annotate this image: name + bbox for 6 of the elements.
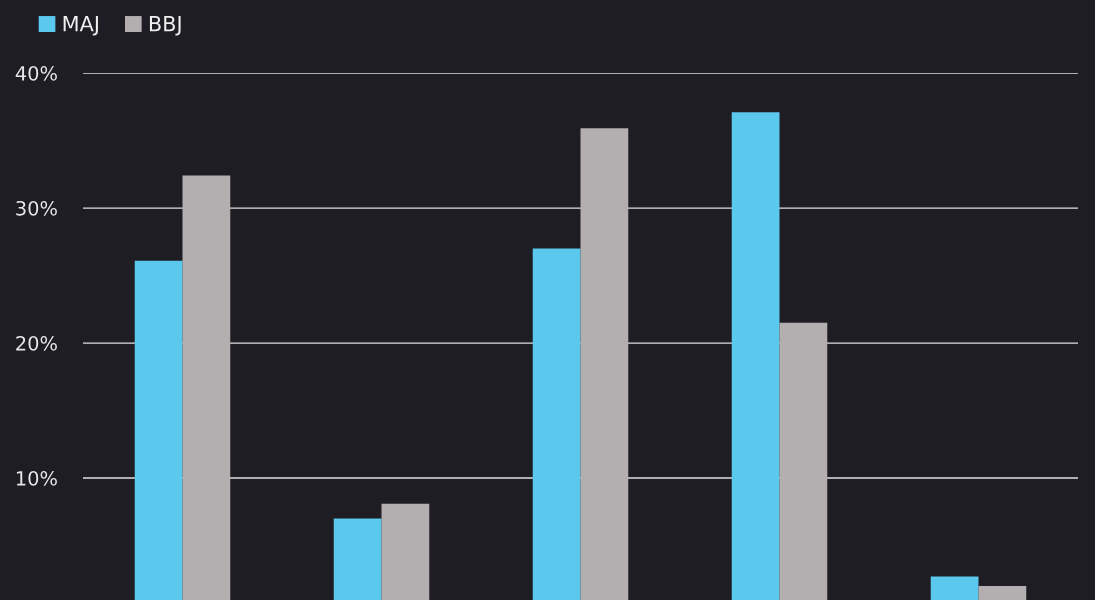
y-tick-label: 40% [15,65,57,81]
legend-label: BBJ [149,16,181,36]
legend-label: MAJ [63,16,98,36]
y-tick-label: 10% [16,470,57,486]
y-tick-label: 20% [16,335,57,351]
y-tick-label: 30% [16,200,57,216]
